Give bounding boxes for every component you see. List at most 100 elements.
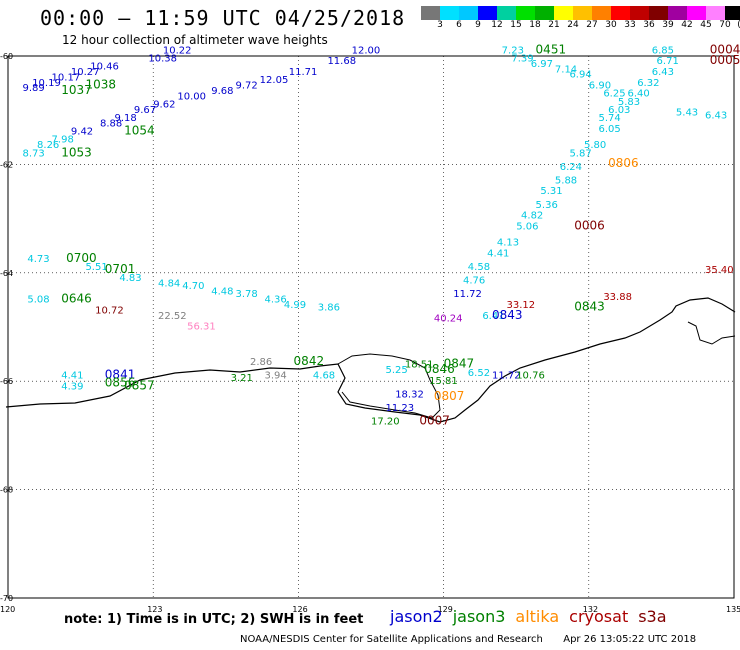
wave-height-value: 10.38 [148,53,177,64]
longitude-label: 120 [0,605,15,614]
wave-height-value: 10.76 [516,370,545,381]
wave-height-value: 8.26 [37,140,59,151]
colorbar-tick-label: 42 [681,20,693,30]
wave-height-value: 10.19 [32,78,61,89]
wave-height-value: 9.18 [114,113,136,124]
axis-labels: -60 -62 -64 -66 -68 -70 120 123 126 129 132 135 [0,52,740,614]
colorbar-tick-label: 3 [437,20,443,30]
colorbar-swatch [725,6,740,20]
wave-height-value: 5.87 [569,148,591,159]
pass-time-label: 0646 [61,292,92,306]
latitude-label: -60 [0,52,13,61]
pass-time-label: 0451 [536,42,567,56]
wave-height-value: 10.00 [177,91,206,102]
wave-height-value: 4.36 [265,295,287,306]
colorbar-swatch [687,6,706,20]
wave-height-value: 18.51 [405,360,434,371]
chart-title: 00:00 – 11:59 UTC 04/25/2018 [40,6,406,30]
colorbar-swatch [478,6,497,20]
wave-height-value: 9.62 [153,99,175,110]
wave-height-value: 6.94 [569,70,591,81]
wave-height-value: 56.31 [187,322,216,333]
wave-height-value: 11.68 [327,56,356,67]
colorbar-tick-label: 21 [548,20,560,30]
wave-height-value: 4.58 [468,262,490,273]
pass-time-label: 0807 [434,389,465,403]
colorbar-tick-label: 33 [624,20,636,30]
wave-height-value: 6.90 [589,81,611,92]
wave-height-value: 5.06 [516,221,538,232]
wave-height-value: 11.72 [453,289,482,300]
wave-height-value: 5.74 [598,113,620,124]
wave-height-value: 7.98 [52,135,74,146]
colorbar [421,6,740,20]
wave-height-value: 4.84 [158,278,180,289]
wave-height-value: 4.76 [463,276,485,287]
wave-height-value: 6.03 [608,105,630,116]
pass-time-label: 1053 [61,145,92,159]
chart-subtitle: 12 hour collection of altimeter wave hei… [62,33,328,47]
legend-item-jason3: jason3 [452,607,506,626]
wave-height-value: 10.22 [163,45,192,56]
wave-height-value: 4.41 [487,249,509,260]
legend-item-cryosat: cryosat [569,607,629,626]
footer-timestamp: Apr 26 13:05:22 UTC 2018 [563,634,697,645]
wave-height-value: 5.80 [584,140,606,151]
pass-time-label: 0843 [574,300,605,314]
pass-time-label: 1037 [61,83,92,97]
wave-height-value: 3.78 [235,289,257,300]
colorbar-tick-label: 15 [510,20,522,30]
wave-height-value: 35.40 [705,265,734,276]
latitude-label: -66 [0,377,13,386]
legend-item-s3a: s3a [638,607,667,626]
colorbar-swatch [554,6,573,20]
wave-height-value: 5.25 [386,365,408,376]
colorbar-swatch [668,6,687,20]
wave-height-value: 5.43 [676,108,698,119]
wave-height-value: 11.71 [289,67,318,78]
pass-time-label: 0856 [105,376,136,390]
colorbar-swatch [516,6,535,20]
colorbar-tick-label: 9 [475,20,481,30]
pass-time-label: 0842 [294,354,325,368]
colorbar-swatch [573,6,592,20]
colorbar-swatch [440,6,459,20]
wave-height-value: 2.86 [250,357,272,368]
legend-item-altika: altika [515,607,560,626]
grid-lines [7,55,735,599]
longitude-label: 135 [726,605,740,614]
wave-height-value: 11.23 [386,403,415,414]
wave-height-value: 5.31 [540,186,562,197]
colorbar-tick-label: 36 [643,20,655,30]
wave-height-value: 10.72 [95,305,124,316]
legend-item-jason2: jason2 [390,607,443,626]
colorbar-tick-label: 45 [700,20,712,30]
wave-height-value: 18.32 [395,389,424,400]
wave-height-value: 10.27 [71,67,100,78]
colorbar-tick-label: (ft) [737,20,740,30]
wave-height-value: 4.70 [182,281,204,292]
wave-height-value: 4.99 [284,300,306,311]
colorbar-swatch [421,6,440,20]
wave-height-value: 6.25 [603,89,625,100]
coastline-island-path [337,353,441,419]
pass-time-label: 0857 [124,378,155,392]
pass-time-label: 0846 [424,362,455,376]
wave-height-value: 7.39 [511,53,533,64]
legend: jason2 jason3 altika cryosat s3a [390,607,677,626]
colorbar-swatch [459,6,478,20]
wave-height-value: 15.81 [429,376,458,387]
wave-height-value: 12.00 [352,45,381,56]
wave-height-value: 4.83 [119,273,141,284]
wave-height-value: 5.51 [85,262,107,273]
pass-time-label: 0005 [710,53,740,67]
longitude-label: 126 [292,605,307,614]
wave-height-value: 7.23 [502,45,524,56]
wave-height-value: 10.17 [52,72,81,83]
wave-height-value: 6.52 [468,368,490,379]
coastline-inlet-path [687,321,736,345]
wave-height-value: 5.36 [536,200,558,211]
pass-time-label: 0843 [492,308,523,322]
wave-height-value: 22.52 [158,311,187,322]
